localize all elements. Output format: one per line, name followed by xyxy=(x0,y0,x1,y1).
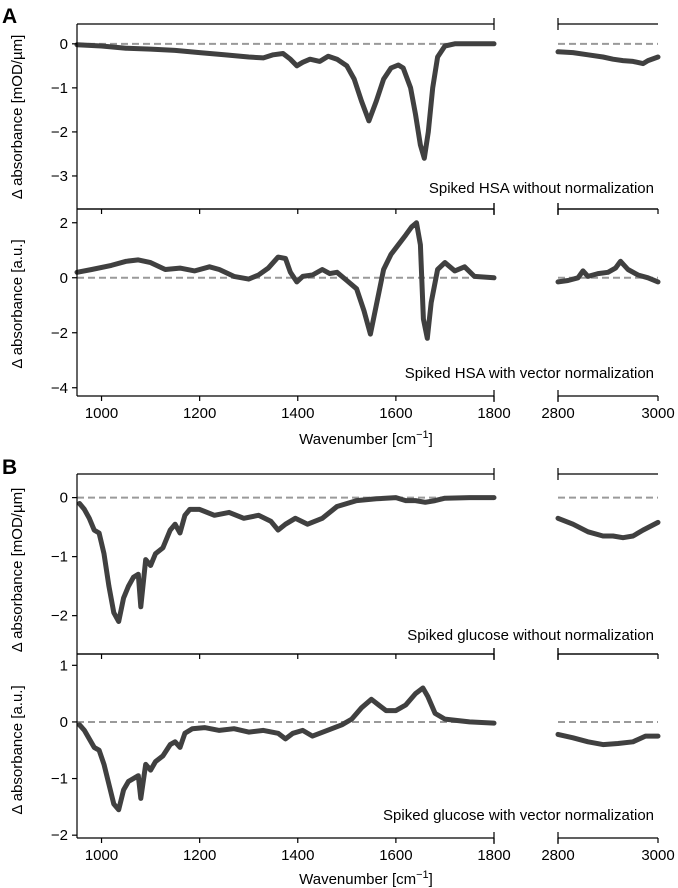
annotation-glucose-normalized: Spiked glucose with vector normalization xyxy=(383,807,654,824)
series-line-right xyxy=(555,49,661,67)
series-line-right xyxy=(555,731,661,748)
y-tick-label: −1 xyxy=(51,549,68,566)
panel-label-a: A xyxy=(2,5,17,28)
series-line-left xyxy=(77,495,497,624)
y-tick-label: 2 xyxy=(60,215,68,232)
series-line-right xyxy=(555,258,661,285)
xlabel-b-end: ] xyxy=(429,871,433,888)
x-tick-label: 3000 xyxy=(641,847,674,864)
y-tick-label: 0 xyxy=(60,36,68,53)
x-tick-label: 3000 xyxy=(641,405,674,422)
y-tick-label: −2 xyxy=(51,608,68,625)
x-tick-label: 1600 xyxy=(379,847,412,864)
y-tick-label: 1 xyxy=(60,657,68,674)
xlabel-a-text: Wavenumber [cm xyxy=(299,431,416,448)
x-tick-label: 1600 xyxy=(379,405,412,422)
x-tick-label: 1200 xyxy=(183,847,216,864)
annotation-hsa-raw: Spiked HSA without normalization xyxy=(429,180,654,197)
y-tick-label: 0 xyxy=(60,490,68,507)
x-tick-label: 1800 xyxy=(477,405,510,422)
ylabel-glucose-raw: Δ absorbance [mOD/µm] xyxy=(9,488,26,653)
y-tick-label: −2 xyxy=(51,827,68,844)
annotation-glucose-raw: Spiked glucose without normalization xyxy=(407,627,654,644)
y-tick-label: −2 xyxy=(51,124,68,141)
x-tick-label: 1800 xyxy=(477,847,510,864)
y-tick-label: −3 xyxy=(51,168,68,185)
y-tick-label: 0 xyxy=(60,270,68,287)
x-tick-label: 1000 xyxy=(85,405,118,422)
ylabel-glucose-normalized: Δ absorbance [a.u.] xyxy=(9,685,26,814)
ylabel-hsa-raw: Δ absorbance [mOD/µm] xyxy=(9,35,26,200)
xlabel-b-sup: −1 xyxy=(416,869,429,881)
ylabel-hsa-normalized: Δ absorbance [a.u.] xyxy=(9,239,26,368)
y-tick-label: −1 xyxy=(51,80,68,97)
xlabel-panel-a: Wavenumber [cm−1] xyxy=(299,429,433,448)
x-tick-label: 2800 xyxy=(541,405,574,422)
y-tick-label: −2 xyxy=(51,325,68,342)
panel-label-b: B xyxy=(2,456,17,479)
y-tick-label: −4 xyxy=(51,380,68,397)
x-tick-label: 1000 xyxy=(85,847,118,864)
series-line-left xyxy=(74,220,497,341)
xlabel-a-end: ] xyxy=(429,431,433,448)
x-tick-label: 1200 xyxy=(183,405,216,422)
plot-glucose-normalized: −2 −1 0 1 1000 1200 1400 1600 1800 2800 3000 xyxy=(51,648,675,864)
y-tick-label: 0 xyxy=(60,714,68,731)
x-tick-label: 1400 xyxy=(281,847,314,864)
annotation-hsa-normalized: Spiked HSA with vector normalization xyxy=(405,365,654,382)
series-line-right xyxy=(555,515,661,541)
plot-hsa-normalized: −4 −2 0 2 1000 1200 1400 1600 1800 2800 3000 xyxy=(51,203,675,422)
y-tick-label: −1 xyxy=(51,771,68,788)
x-tick-label: 1400 xyxy=(281,405,314,422)
x-tick-label: 2800 xyxy=(541,847,574,864)
xlabel-a-sup: −1 xyxy=(416,429,429,441)
xlabel-panel-b: Wavenumber [cm−1] xyxy=(299,869,433,888)
xlabel-b-text: Wavenumber [cm xyxy=(299,871,416,888)
series-line-left xyxy=(77,685,497,813)
series-line-left xyxy=(74,41,497,161)
